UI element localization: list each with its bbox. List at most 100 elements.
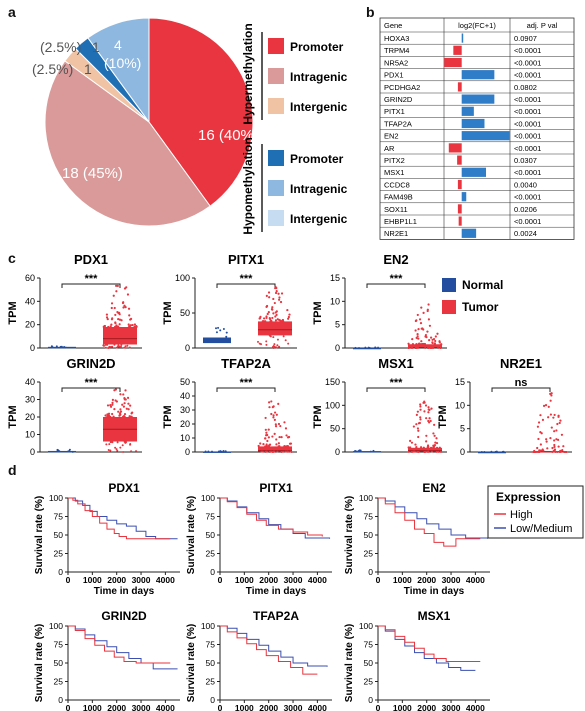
legend-low: Low/Medium (510, 523, 572, 535)
tumor-point (268, 296, 271, 299)
table-border (379, 17, 575, 240)
tumor-point (267, 428, 270, 431)
tumor-point (428, 417, 431, 420)
tumor-point (106, 404, 110, 407)
tumor-point (407, 342, 410, 345)
tumor-point (427, 408, 430, 411)
tumor-point (533, 451, 536, 453)
slice-label: 18 (45%) (62, 165, 123, 182)
tumor-point (106, 414, 109, 417)
fc-bar (461, 192, 467, 202)
p-value: <0.0001 (514, 144, 541, 153)
tumor-point (272, 414, 275, 417)
tumor-point (108, 345, 111, 348)
tick-label: 50 (54, 530, 64, 540)
sig-label: ns (515, 377, 528, 389)
tumor-point (111, 401, 114, 404)
tumor-point (133, 325, 136, 328)
tumor-point (435, 442, 439, 445)
tpm-plot: NR2E1 0 5 10 15 TPM ns (437, 356, 572, 457)
tick-label: 3000 (284, 575, 303, 585)
tumor-point (436, 332, 439, 335)
sig-bracket (61, 387, 121, 392)
tumor-point (277, 442, 280, 445)
tumor-point (123, 346, 126, 349)
normal-point (358, 346, 361, 349)
tumor-point (280, 292, 284, 295)
tumor-point (273, 411, 277, 414)
sig-label: *** (240, 273, 254, 285)
tumor-point (287, 315, 290, 319)
tumor-point (416, 313, 419, 317)
tumor-point (110, 306, 113, 310)
slice-label: (2.5%) (40, 39, 81, 55)
tumor-point (425, 336, 428, 339)
tumor-point (534, 451, 537, 453)
tumor-point (433, 443, 437, 447)
tumor-point (276, 318, 279, 321)
tick-label: 2000 (417, 575, 436, 585)
normal-point (374, 346, 377, 349)
tumor-point (264, 416, 267, 420)
p-value: 0.0802 (514, 83, 537, 92)
tick-label: 0 (30, 343, 35, 353)
normal-point (211, 450, 214, 453)
low-medium-curve (220, 625, 328, 667)
p-value: 0.0206 (514, 205, 537, 214)
tumor-point (416, 335, 419, 338)
tumor-point (417, 429, 420, 432)
fc-bar (461, 167, 486, 177)
tumor-point (108, 443, 111, 446)
tumor-point (415, 413, 418, 416)
tick-label: 10 (455, 400, 465, 410)
panel-b-label: b (366, 4, 375, 20)
tumor-point (553, 413, 556, 417)
tumor-point (285, 450, 288, 453)
tick-label: 0 (335, 447, 340, 457)
tumor-point (257, 444, 260, 448)
tumor-point (275, 286, 278, 290)
tumor-point (113, 306, 116, 310)
low-medium-curve (68, 625, 178, 670)
tumor-point (109, 449, 112, 452)
tumor-point (275, 438, 278, 441)
tumor-point (267, 436, 270, 439)
normal-point (55, 345, 58, 348)
normal-point (60, 346, 63, 349)
plot-title: EN2 (383, 252, 408, 267)
y-axis-label: TPM (162, 301, 174, 324)
tumor-point (126, 344, 129, 347)
tumor-point (428, 339, 431, 342)
tick-label: 0 (210, 695, 215, 705)
tick-label: 25 (54, 549, 64, 559)
tumor-point (118, 323, 121, 326)
tumor-point (432, 446, 435, 449)
tumor-point (265, 340, 268, 343)
p-value: 0.0307 (514, 156, 537, 165)
normal-point (214, 340, 217, 343)
tumor-point (283, 445, 286, 448)
tumor-point (537, 421, 541, 424)
tumor-point (129, 415, 132, 418)
tick-label: 0 (460, 447, 465, 457)
y-axis-label: TPM (437, 405, 449, 428)
p-value: <0.0001 (514, 193, 541, 202)
tumor-point (550, 426, 553, 429)
tumor-point (536, 446, 539, 450)
tumor-point (104, 343, 107, 346)
tumor-point (557, 415, 560, 418)
tick-label: 0 (368, 695, 373, 705)
normal-point (64, 346, 67, 349)
tick-label: 0 (185, 343, 190, 353)
tick-label: 50 (206, 658, 216, 668)
tumor-point (116, 441, 119, 444)
tumor-point (427, 419, 430, 423)
tumor-point (415, 343, 418, 346)
legend-swatch (268, 68, 284, 84)
panel-d-label: d (8, 462, 17, 478)
normal-point (224, 450, 227, 453)
tumor-point (119, 446, 122, 449)
